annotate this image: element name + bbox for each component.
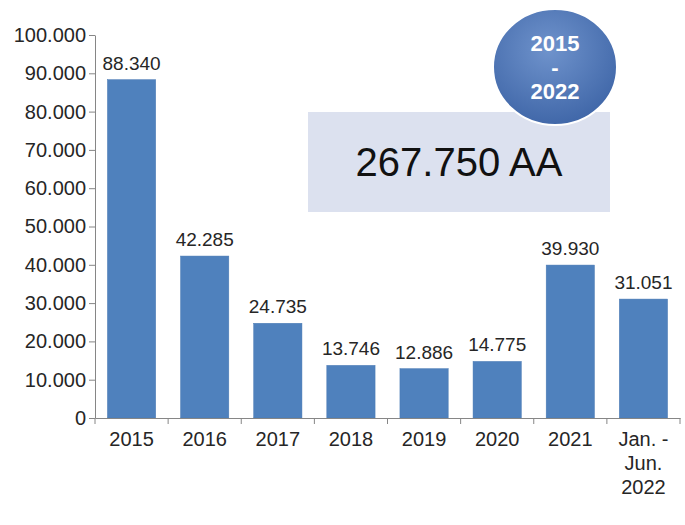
y-tick-label: 60.000 [25,177,86,199]
x-tick-label: 2018 [329,428,374,450]
data-label: 12.886 [395,342,453,363]
y-tick-label: 30.000 [25,292,86,314]
y-tick: 90.000 [25,62,95,84]
y-tick: 0 [75,407,95,429]
y-tick: 60.000 [25,177,95,199]
x-separator [606,418,607,424]
bar [181,256,229,418]
y-tick: 50.000 [25,215,95,237]
x-tick: Jan. -Jun.2022 [618,418,668,498]
total-box [308,112,610,212]
x-axis: 2015 2016 2017 2018 2019 2020 2021 Jan. -Jun.20… [96,418,681,498]
y-tick: 100.000 [14,24,95,46]
x-tick: 2018 [329,418,374,450]
data-label: 31.051 [614,272,672,293]
x-tick-label: 2016 [182,428,227,450]
x-separator [95,418,96,424]
y-tick-mark [89,418,95,419]
data-label: 39.930 [541,238,599,259]
y-tick-label: 40.000 [25,254,86,276]
y-tick-mark [89,303,95,304]
annotations: 267.750 AA 2015-2022 [308,9,617,212]
y-tick-label: 20.000 [25,330,86,352]
bar [619,299,667,418]
bar [473,361,521,418]
y-tick-mark [89,150,95,151]
x-tick: 2017 [256,418,301,450]
y-tick: 80.000 [25,101,95,123]
data-label: 14.775 [468,334,526,355]
x-tick: 2016 [182,418,227,450]
data-label: 42.285 [176,229,234,250]
y-tick-label: 50.000 [25,215,86,237]
y-tick-mark [89,227,95,228]
bars [107,80,667,418]
x-tick-label: 2017 [256,428,301,450]
period-badge [493,9,617,125]
y-tick-mark [89,73,95,74]
y-tick-mark [89,380,95,381]
data-label: 13.746 [322,338,380,359]
x-tick-label: 2021 [548,428,593,450]
y-tick-mark [89,112,95,113]
bar [400,369,448,418]
y-tick-label: 70.000 [25,139,86,161]
x-separators [95,418,680,424]
x-separator [460,418,461,424]
y-tick-label: 10.000 [25,369,86,391]
x-tick-label: 2019 [402,428,447,450]
x-tick-label: Jan. -Jun.2022 [618,428,668,498]
y-tick: 70.000 [25,139,95,161]
x-tick: 2019 [402,418,447,450]
bar [254,323,302,418]
bar [546,265,594,418]
y-tick-mark [89,341,95,342]
x-separator [168,418,169,424]
x-separator [533,418,534,424]
chart: 0 10.000 20.000 30.000 40.000 50.000 60.000 70.… [0,0,685,525]
y-tick: 30.000 [25,292,95,314]
y-tick-mark [89,188,95,189]
y-tick-label: 90.000 [25,62,86,84]
x-tick-label-line: 2022 [621,476,666,498]
y-axis: 0 10.000 20.000 30.000 40.000 50.000 60.000 70.… [14,24,96,429]
period-label-line: 2022 [531,79,580,104]
y-tick-mark [89,35,95,36]
bar [107,80,155,418]
x-tick-label: 2020 [475,428,520,450]
y-tick: 10.000 [25,369,95,391]
y-axis-line [95,36,96,419]
y-tick: 20.000 [25,330,95,352]
x-separator [680,418,681,424]
x-tick: 2015 [109,418,154,450]
period-label-line: - [551,55,558,80]
y-tick: 40.000 [25,254,95,276]
total-label: 267.750 AA [356,140,563,184]
y-tick-label: 100.000 [14,24,86,46]
period-label-line: 2015 [531,31,580,56]
x-separator [314,418,315,424]
y-tick-mark [89,265,95,266]
x-separator [241,418,242,424]
x-tick-label-line: Jan. - [618,428,668,450]
x-tick-label-line: Jun. [625,452,663,474]
y-tick-label: 0 [75,407,86,429]
x-tick: 2020 [475,418,520,450]
bar [327,365,375,418]
x-tick: 2021 [548,418,593,450]
period-label: 2015-2022 [531,31,580,104]
y-tick-label: 80.000 [25,101,86,123]
x-separator [387,418,388,424]
data-label: 24.735 [249,296,307,317]
data-label: 88.340 [103,53,161,74]
x-tick-label: 2015 [109,428,154,450]
